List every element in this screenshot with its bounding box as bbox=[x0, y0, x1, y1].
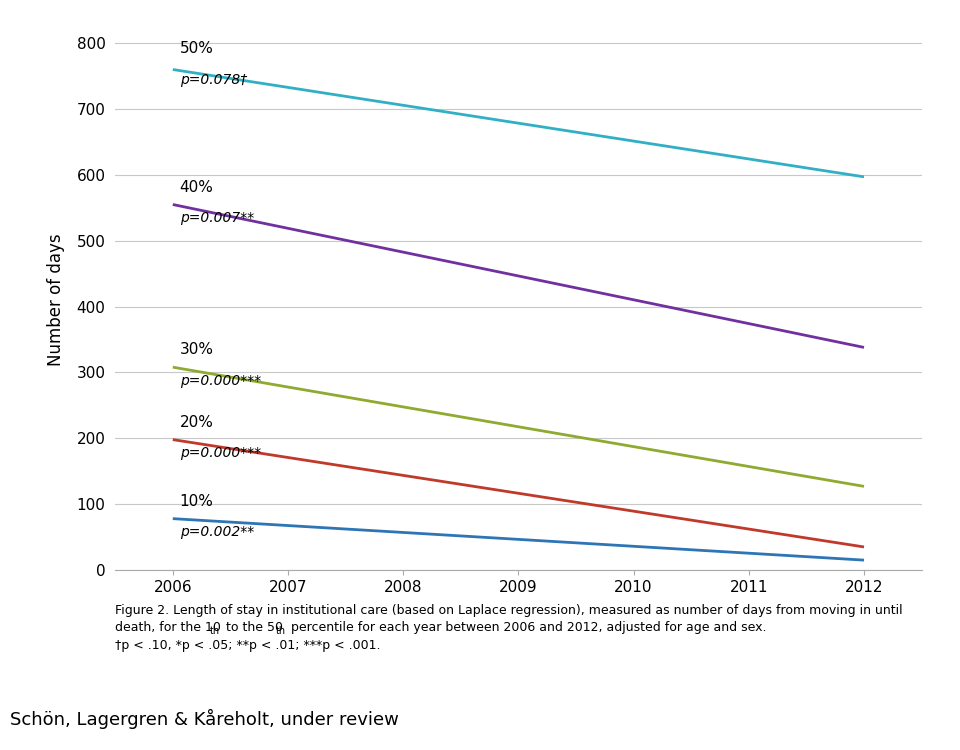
Text: p=0.007**: p=0.007** bbox=[180, 211, 254, 225]
Text: †p < .10, *p < .05; **p < .01; ***p < .001.: †p < .10, *p < .05; **p < .01; ***p < .0… bbox=[115, 639, 381, 652]
Text: th: th bbox=[210, 626, 221, 636]
Text: p=0.078†: p=0.078† bbox=[180, 73, 247, 87]
Text: 30%: 30% bbox=[180, 342, 214, 357]
Text: 50%: 50% bbox=[180, 41, 213, 56]
Text: p=0.002**: p=0.002** bbox=[180, 525, 254, 539]
Text: 20%: 20% bbox=[180, 415, 213, 430]
Text: Figure 2. Length of stay in institutional care (based on Laplace regression), me: Figure 2. Length of stay in institutiona… bbox=[115, 604, 902, 616]
Text: 10%: 10% bbox=[180, 494, 213, 508]
Text: death, for the 10: death, for the 10 bbox=[115, 621, 221, 634]
Text: Schön, Lagergren & Kåreholt, under review: Schön, Lagergren & Kåreholt, under revie… bbox=[10, 709, 398, 729]
Text: p=0.000***: p=0.000*** bbox=[180, 446, 261, 460]
Y-axis label: Number of days: Number of days bbox=[47, 234, 65, 366]
Text: to the 50: to the 50 bbox=[222, 621, 283, 634]
Text: p=0.000***: p=0.000*** bbox=[180, 374, 261, 388]
Text: percentile for each year between 2006 and 2012, adjusted for age and sex.: percentile for each year between 2006 an… bbox=[287, 621, 766, 634]
Text: 40%: 40% bbox=[180, 180, 213, 195]
Text: th: th bbox=[276, 626, 286, 636]
